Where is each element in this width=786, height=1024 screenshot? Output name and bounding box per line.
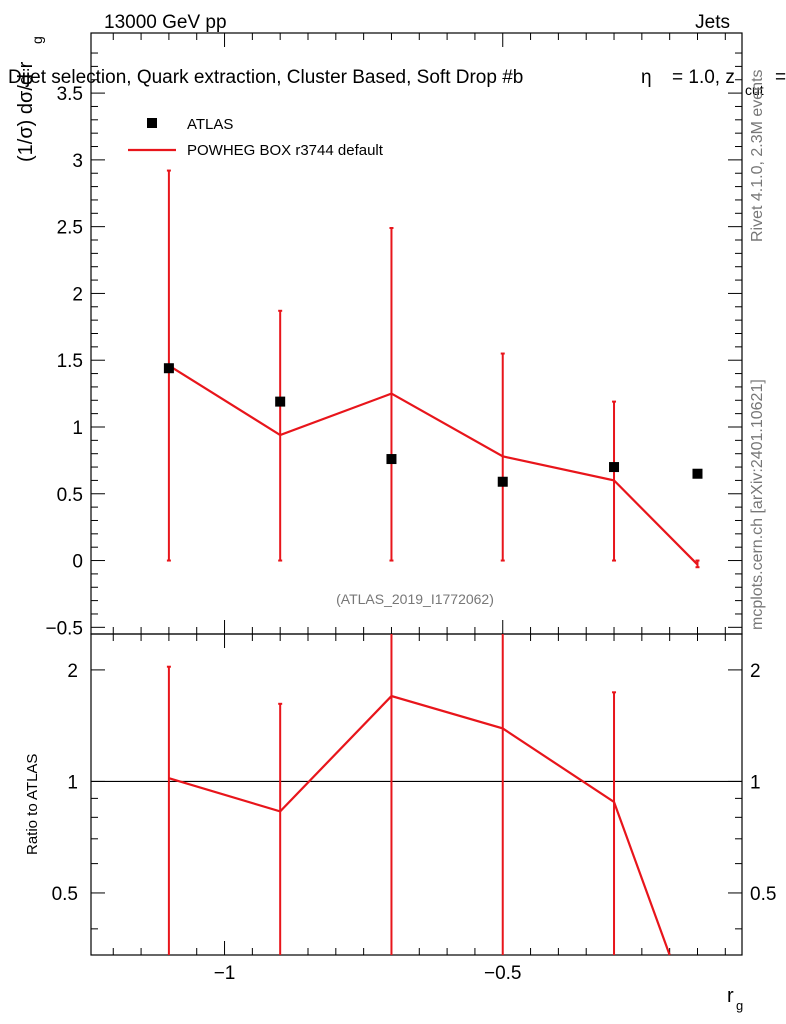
main-y-tick-label: 1.5 [57, 351, 83, 372]
energy-label: 13000 GeV pp [104, 12, 227, 33]
main-y-tick-label: 0 [72, 552, 83, 573]
beta-symbol: η [641, 67, 652, 88]
x-tick-label: −1 [214, 963, 236, 984]
ratio-y-tick-label-right: 1 [750, 772, 761, 793]
main-y-axis-label-subscript: g [29, 36, 45, 44]
ratio-y-tick-label-right: 2 [750, 661, 761, 682]
data-point [497, 476, 508, 487]
main-y-axis-label: (1/σ) dσ/d r [15, 61, 37, 162]
data-point [386, 454, 397, 465]
ratio-y-tick-label: 2 [67, 661, 78, 682]
data-point [275, 396, 286, 407]
ratio-plot-frame [90, 633, 743, 956]
data-point [692, 468, 703, 479]
x-axis-label: r [727, 985, 734, 1007]
legend-data-marker [147, 118, 157, 128]
main-y-tick-label: 0.5 [57, 485, 83, 506]
x-axis-label-subscript: g [736, 998, 743, 1013]
main-y-tick-label: 3.5 [57, 84, 83, 105]
ratio-y-tick-label: 0.5 [52, 884, 78, 905]
mcplots-label: mcplots.cern.ch [arXiv:2401.10621] [749, 379, 766, 630]
ratio-y-tick-label-right: 0.5 [750, 884, 776, 905]
main-axis-ticks: −0.5 0 0.5 1 1.5 2 2.5 3 3.5 [45, 52, 742, 639]
main-y-tick-label: 2.5 [57, 218, 83, 239]
rivet-label: Rivet 4.1.0, 2.3M events [749, 69, 766, 242]
x-axis-ticks: −1 −0.5 [112, 33, 726, 984]
legend-mc-label: POWHEG BOX r3744 default [187, 142, 384, 159]
beta-value-text: = 1.0, z [672, 67, 735, 88]
zcut-subscript: cut [745, 82, 764, 98]
selection-title: Dijet selection, Quark extraction, Clust… [8, 67, 523, 88]
analysis-id: (ATLAS_2019_I1772062) [336, 591, 494, 607]
x-tick-label: −0.5 [484, 963, 522, 984]
ratio-axis-ticks: 0.5 0.5 1 1 2 2 [52, 661, 776, 930]
ratio-y-axis-label: Ratio to ATLAS [24, 754, 41, 855]
category-label: Jets [695, 12, 730, 33]
data-point [609, 462, 620, 473]
ratio-line [168, 694, 671, 956]
main-y-tick-label: 1 [72, 418, 83, 439]
data-point [163, 363, 174, 374]
main-y-tick-label: 2 [72, 284, 83, 305]
mc-line [168, 364, 699, 566]
main-y-tick-label: −0.5 [45, 618, 83, 639]
zcut-equals: = [775, 67, 786, 88]
legend-data-label: ATLAS [187, 116, 233, 133]
main-y-tick-label: 3 [72, 151, 83, 172]
main-plot-marks [163, 169, 703, 569]
ratio-plot-marks [166, 634, 671, 956]
ratio-y-tick-label: 1 [67, 772, 78, 793]
